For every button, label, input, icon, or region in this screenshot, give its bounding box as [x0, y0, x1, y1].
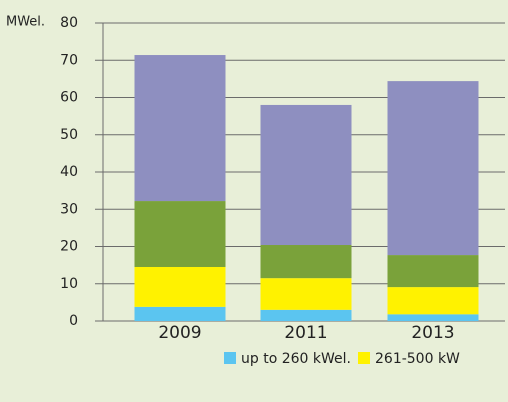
bar-segment: [260, 245, 352, 279]
bar-segment: [134, 201, 226, 267]
bar-segment: [260, 309, 352, 321]
bar-segment: [134, 55, 226, 202]
bar-segment: [134, 306, 226, 321]
x-tick-label: 2013: [411, 323, 454, 343]
bar-segment: [387, 81, 479, 256]
bar-segment: [387, 314, 479, 321]
legend-swatch: [224, 352, 236, 364]
y-tick-label: 20: [60, 239, 78, 255]
bar-segment: [260, 278, 352, 310]
bar-segment: [134, 266, 226, 307]
x-tick-label: 2009: [158, 323, 201, 343]
x-tick-label: 2011: [284, 323, 327, 343]
y-tick-label: 80: [60, 15, 78, 31]
legend-swatch: [358, 352, 370, 364]
y-axis-label: MWel.: [6, 15, 45, 30]
y-tick-label: 30: [60, 201, 78, 217]
legend-label: 261-500 kW: [375, 351, 460, 367]
y-tick-label: 10: [60, 276, 78, 292]
bar-segment: [387, 287, 479, 315]
y-tick-label: 0: [69, 313, 78, 329]
bar-segment: [387, 255, 479, 288]
y-tick-label: 50: [60, 127, 78, 143]
y-tick-label: 70: [60, 52, 78, 68]
bar-segment: [260, 104, 352, 246]
legend-label: up to 260 kWel.: [241, 351, 351, 367]
y-tick-label: 40: [60, 164, 78, 180]
y-tick-label: 60: [60, 90, 78, 106]
